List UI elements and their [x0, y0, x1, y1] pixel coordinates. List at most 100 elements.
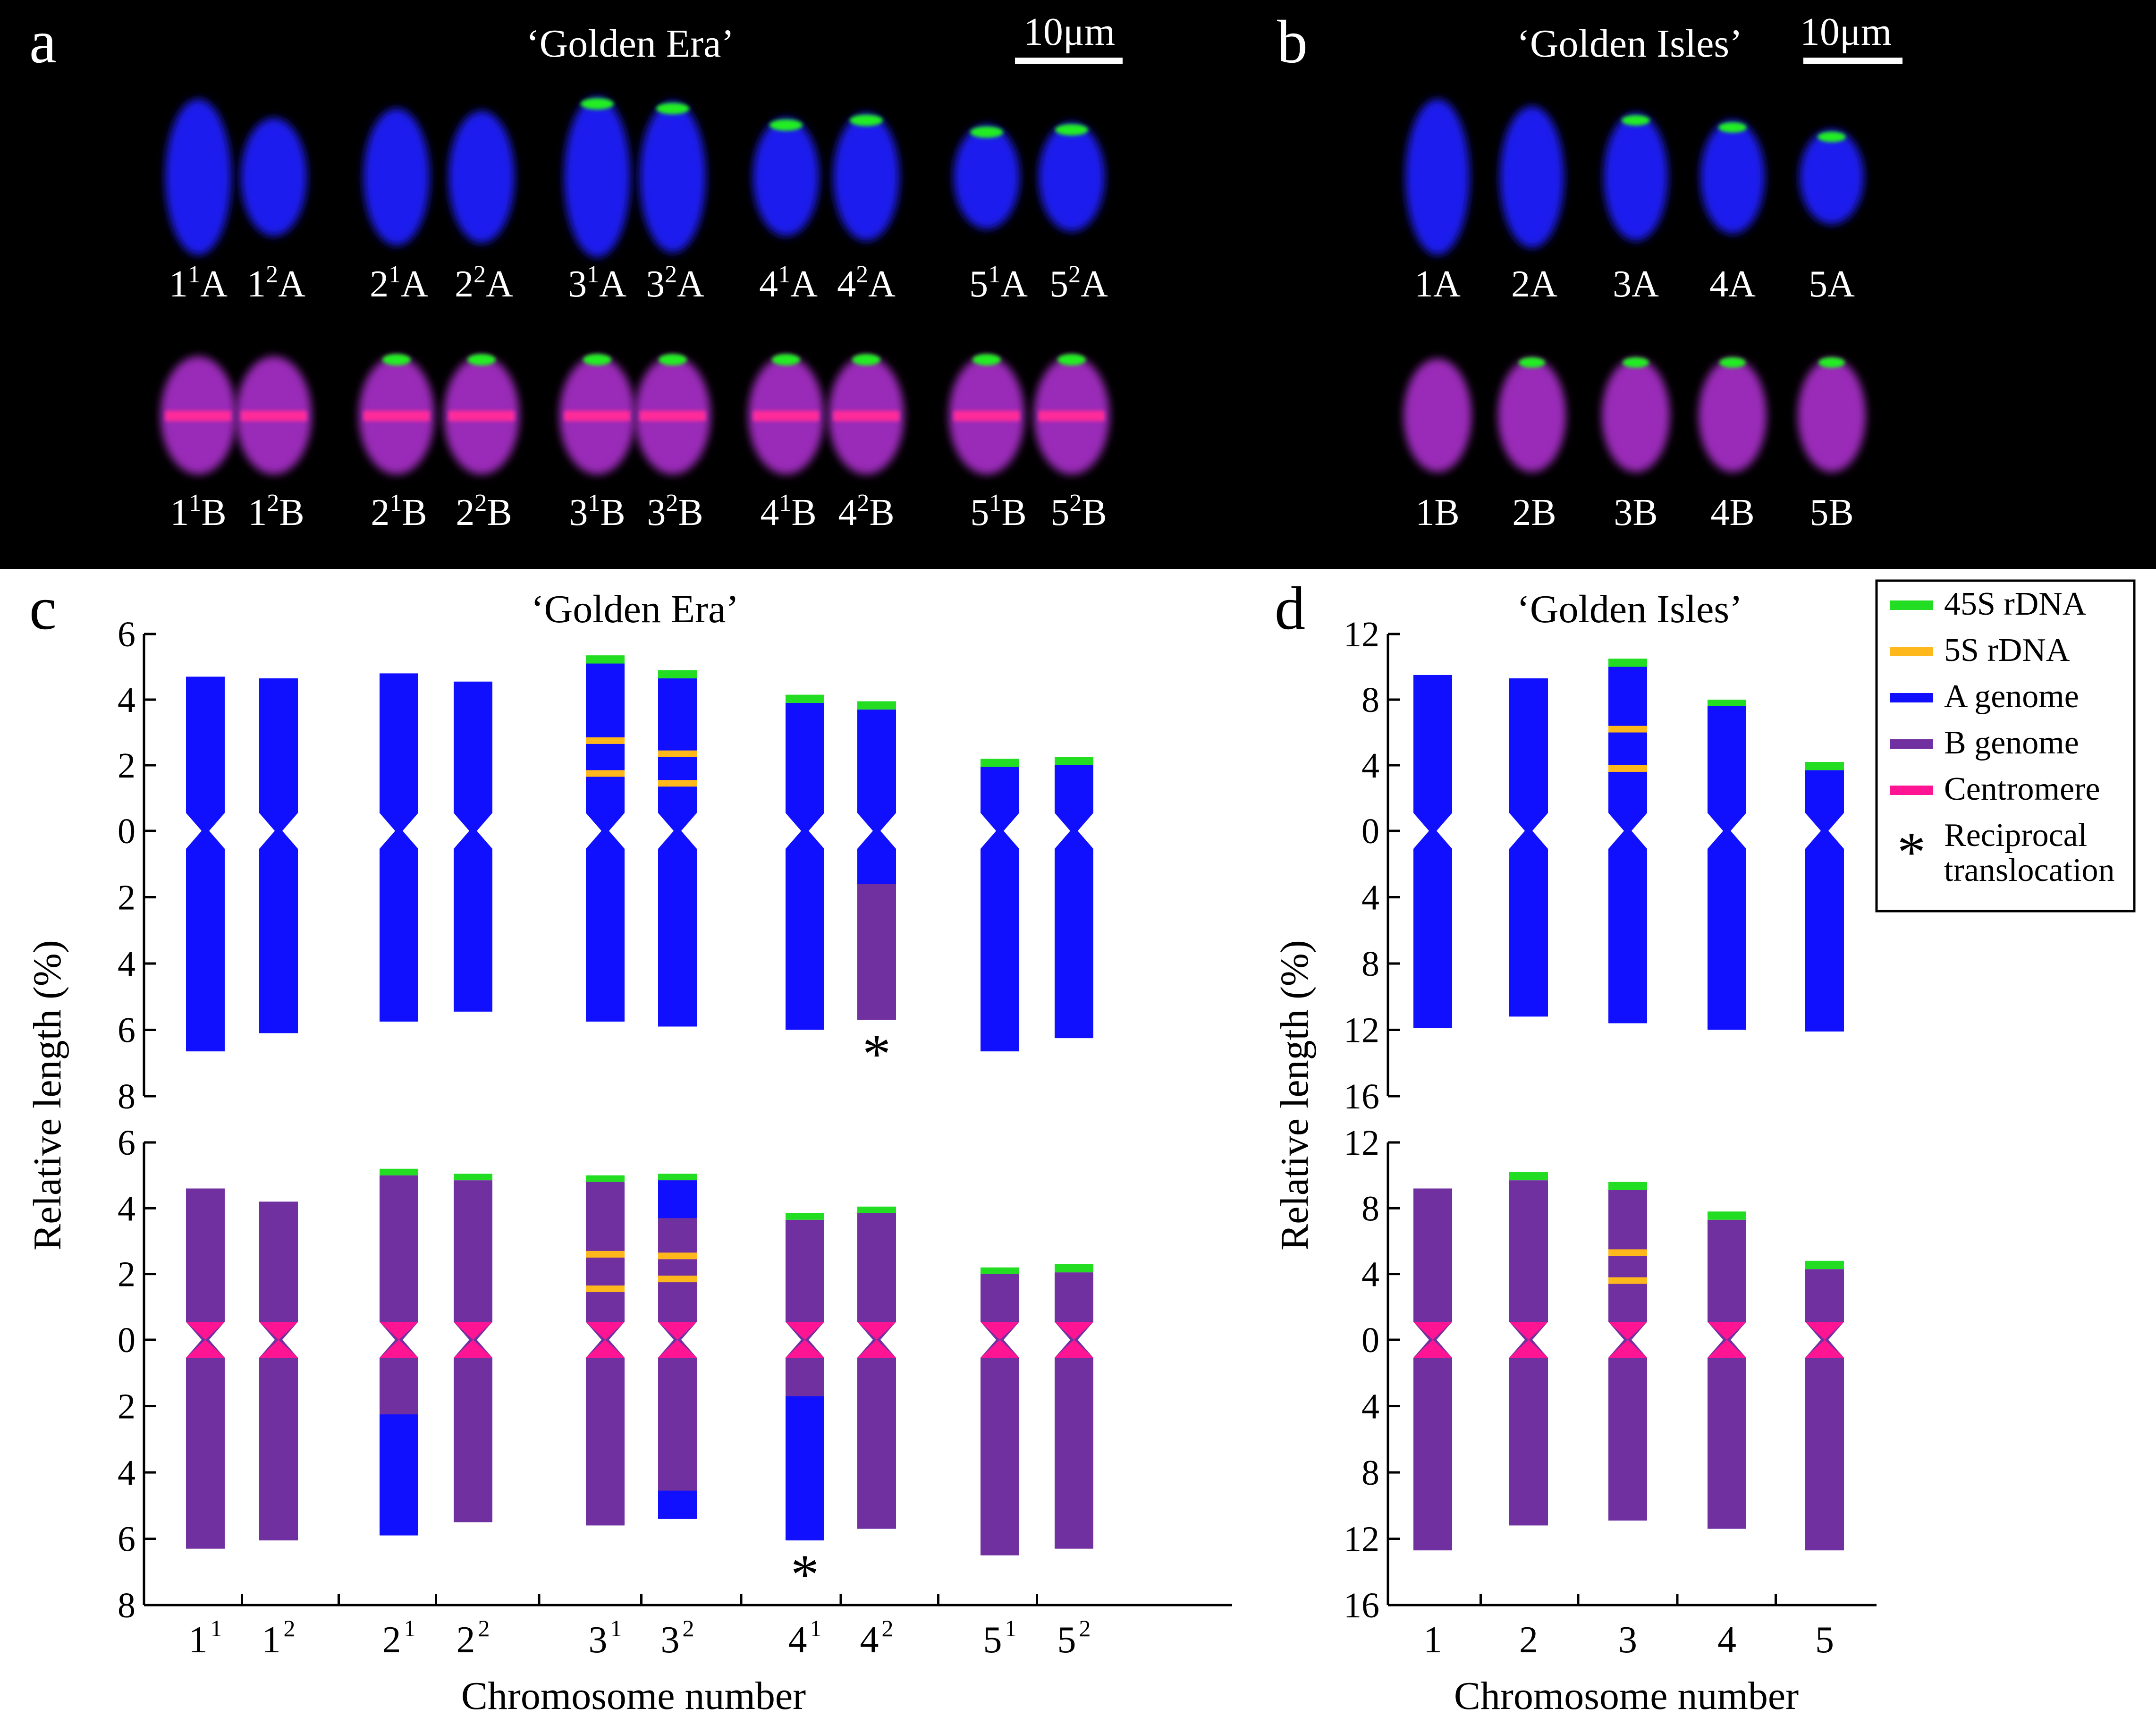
y-tick-label: 8 — [118, 1586, 135, 1625]
micrograph-rdna-signal — [1055, 124, 1088, 135]
long-arm — [1708, 1340, 1746, 1529]
chromosome-3¹ — [586, 1175, 625, 1526]
scale-bar-b — [1803, 58, 1902, 64]
micrograph-chromosome-b — [1404, 359, 1471, 472]
short-arm — [259, 678, 298, 831]
short-arm — [857, 709, 896, 831]
short-arm — [1608, 667, 1647, 831]
micrograph-centromere-signal — [753, 411, 819, 421]
chromosome-5 — [1805, 762, 1844, 1032]
centromere — [786, 1322, 824, 1340]
micrograph-label-b-row2: 1B — [1415, 492, 1459, 533]
y-tick-label: 6 — [118, 1520, 135, 1559]
long-arm — [586, 1340, 625, 1526]
short-arm — [1413, 1188, 1452, 1340]
centromere — [186, 1322, 225, 1340]
long-arm — [1509, 1340, 1548, 1526]
long-arm — [1055, 1340, 1093, 1549]
centromere — [1805, 1340, 1844, 1358]
y-tick-label: 12 — [1344, 615, 1379, 654]
centromere — [1509, 1340, 1548, 1358]
long-arm — [186, 831, 225, 1052]
chromosome-1 — [1413, 675, 1452, 1028]
micrograph-label-a-row2: 41B — [760, 490, 816, 533]
panel-a-title: ‘Golden Era’ — [526, 22, 735, 66]
centromere — [586, 1340, 625, 1358]
chromosome-5 — [1805, 1260, 1844, 1551]
long-arm — [259, 1340, 298, 1541]
y-tick-label: 8 — [1361, 680, 1379, 720]
micrograph-centromere-signal — [165, 411, 231, 421]
short-arm — [1708, 706, 1746, 831]
rdna-45s-band — [1805, 762, 1844, 770]
micrograph-label-b-row1: 4A — [1709, 263, 1756, 305]
chromosome-3 — [1608, 659, 1647, 1023]
micrograph-chromosome-a — [1500, 106, 1564, 248]
micrograph-label-a-row1: 52A — [1049, 261, 1108, 305]
centromere — [380, 1322, 418, 1340]
micrograph-centromere-signal — [954, 411, 1020, 421]
chromosome-2¹ — [380, 673, 418, 1022]
centromere — [259, 1322, 298, 1340]
legend-label: Centromere — [1944, 771, 2100, 807]
micrograph-rdna-signal — [1818, 357, 1845, 368]
long-arm — [259, 831, 298, 1033]
micrograph-chromosome-a — [241, 118, 307, 236]
rdna-5s-band — [658, 1276, 697, 1283]
legend-label: B genome — [1944, 725, 2079, 761]
chromosome-5¹ — [981, 1267, 1019, 1556]
long-arm — [981, 831, 1019, 1052]
rdna-45s-band — [1055, 1264, 1093, 1273]
y-tick-label: 4 — [1361, 878, 1379, 918]
chromosome-2² — [454, 1174, 492, 1522]
micrograph-label-a-row2: 31B — [569, 490, 625, 533]
micrograph-rdna-signal — [659, 354, 687, 365]
short-arm — [658, 1180, 697, 1340]
rdna-5s-band — [658, 780, 697, 787]
chromosome-1¹ — [186, 676, 225, 1052]
short-arm — [1509, 678, 1548, 831]
micrograph-label-a-row2: 21B — [371, 490, 427, 533]
chromosome-5² — [1055, 757, 1093, 1039]
chromosome-1² — [259, 1201, 298, 1541]
short-arm — [454, 1180, 492, 1340]
micrograph-label-b-row2: 2B — [1512, 492, 1556, 533]
y-tick-label: 0 — [1361, 812, 1379, 851]
y-tick-label: 16 — [1344, 1077, 1379, 1116]
short-arm — [1708, 1219, 1746, 1340]
micrograph-panel-background — [0, 0, 2156, 569]
y-tick-label: 6 — [118, 615, 135, 654]
centromere — [454, 1322, 492, 1340]
long-arm — [380, 831, 418, 1022]
micrograph-rdna-signal — [1519, 357, 1545, 368]
chromosome-5² — [1055, 1264, 1093, 1549]
micrograph-chromosome-a — [364, 109, 430, 245]
rdna-45s-band — [1608, 659, 1647, 667]
centromere — [1608, 1322, 1647, 1340]
micrograph-label-a-row1: 22A — [455, 261, 513, 305]
micrograph-rdna-signal — [467, 354, 496, 365]
legend-swatch — [1890, 786, 1933, 795]
centromere — [1509, 1322, 1548, 1340]
rdna-45s-band — [1509, 1172, 1548, 1181]
micrograph-label-b-row2: 3B — [1614, 492, 1657, 533]
translocated-segment — [857, 884, 896, 1020]
long-arm — [981, 1340, 1019, 1556]
micrograph-centromere-signal — [564, 411, 630, 421]
centromere — [1055, 1340, 1093, 1358]
micrograph-centromere-signal — [364, 411, 430, 421]
y-tick-label: 4 — [1361, 1387, 1379, 1427]
centromere — [981, 1322, 1019, 1340]
y-tick-label: 8 — [1361, 1189, 1379, 1228]
rdna-45s-band — [1608, 1182, 1647, 1191]
micrograph-rdna-signal — [583, 354, 611, 365]
micrograph-rdna-signal — [850, 115, 883, 126]
x-axis-label-c: Chromosome number — [461, 1674, 806, 1718]
